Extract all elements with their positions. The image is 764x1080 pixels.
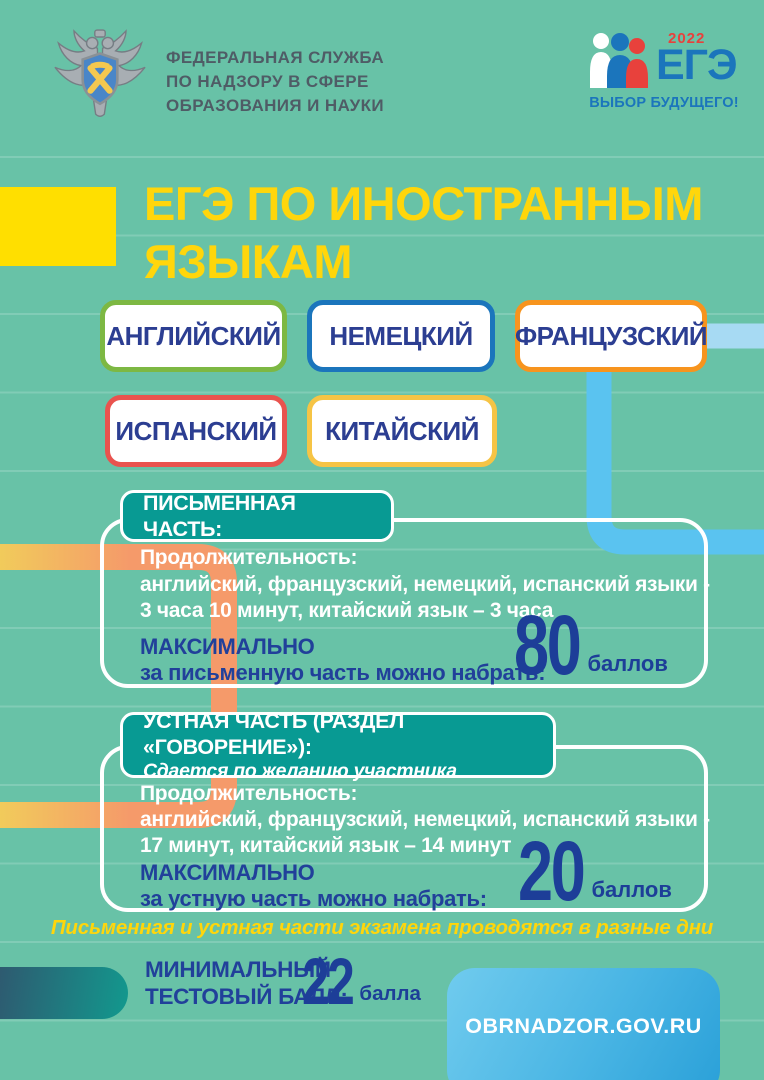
oral-max-score-unit: баллов: [591, 877, 672, 903]
min-score: 22 балла: [302, 944, 421, 1018]
obrnadzor-website-link[interactable]: OBRNADZOR.GOV.RU: [447, 968, 720, 1080]
oral-max-score: 20 баллов: [518, 824, 672, 918]
written-max-label-2: за письменную часть можно набрать:: [140, 660, 546, 685]
agency-line-1: ФЕДЕРАЛЬНАЯ СЛУЖБА: [166, 48, 385, 67]
blue-line: [586, 355, 764, 555]
ege-people-icon: [590, 33, 648, 88]
written-duration-line-2: 3 часа 10 минут, китайский язык – 3 часа: [140, 599, 554, 622]
ege-year: 2022: [668, 30, 706, 47]
written-part-panel: [100, 518, 708, 688]
written-duration-line-1: английский, французский, немецкий, испан…: [140, 573, 710, 596]
min-score-unit: балла: [359, 981, 421, 1005]
agency-line-2: ПО НАДЗОРУ В СФЕРЕ: [166, 72, 369, 92]
min-score-label-2: ТЕСТОВЫЙ БАЛЛ:: [145, 984, 348, 1009]
language-label: КИТАЙСКИЙ: [325, 415, 479, 446]
oral-part-note: Сдается по желанию участника: [143, 760, 457, 783]
obrnadzor-website-text: OBRNADZOR.GOV.RU: [465, 1014, 702, 1038]
language-label: ИСПАНСКИЙ: [115, 415, 277, 446]
page-title: ЕГЭ ПО ИНОСТРАННЫМ ЯЗЫКАМ: [144, 175, 703, 291]
min-score-value: 22: [302, 944, 355, 1018]
language-badge-chinese: КИТАЙСКИЙ: [307, 395, 497, 467]
written-part-badge: ПИСЬМЕННАЯ ЧАСТЬ:: [120, 490, 394, 542]
written-max-score: 80 баллов: [514, 598, 668, 692]
oral-max-label-1: МАКСИМАЛЬНО: [140, 860, 315, 885]
title-accent-block: [0, 187, 116, 266]
written-max-score-unit: баллов: [587, 651, 668, 677]
language-badge-german: НЕМЕЦКИЙ: [307, 300, 495, 372]
agency-line-3: ОБРАЗОВАНИЯ И НАУКИ: [166, 96, 384, 116]
written-part-title: ПИСЬМЕННАЯ ЧАСТЬ:: [143, 490, 296, 541]
language-label: ФРАНЦУЗСКИЙ: [514, 320, 708, 351]
language-badge-spanish: ИСПАНСКИЙ: [105, 395, 287, 467]
written-duration-label: Продолжительность:: [140, 546, 358, 569]
written-max-label-1: МАКСИМАЛЬНО: [140, 634, 315, 659]
footer-accent-pill: [0, 967, 128, 1019]
language-badge-english: АНГЛИЙСКИЙ: [100, 300, 287, 372]
language-label: АНГЛИЙСКИЙ: [106, 320, 281, 351]
language-label: НЕМЕЦКИЙ: [329, 320, 473, 351]
oral-duration-label: Продолжительность:: [140, 782, 358, 805]
ege-logo: 2022 ЕГЭ ВЫБОР БУДУЩЕГО!: [588, 30, 740, 111]
page-title-line-2: ЯЗЫКАМ: [144, 235, 353, 288]
language-badge-french: ФРАНЦУЗСКИЙ: [514, 300, 708, 372]
min-score-label: МИНИМАЛЬНЫЙ ТЕСТОВЫЙ БАЛЛ:: [145, 956, 348, 1010]
min-score-label-1: МИНИМАЛЬНЫЙ: [145, 957, 331, 982]
different-days-note: Письменная и устная части экзамена прово…: [50, 916, 714, 939]
page-title-line-1: ЕГЭ ПО ИНОСТРАННЫМ: [144, 177, 703, 230]
oral-max-label-2: за устную часть можно набрать:: [140, 886, 487, 911]
oral-duration-line-2: 17 минут, китайский язык – 14 минут: [140, 834, 512, 857]
written-max-score-value: 80: [514, 598, 582, 692]
agency-name: ФЕДЕРАЛЬНАЯ СЛУЖБА ПО НАДЗОРУ В СФЕРЕ ОБ…: [166, 46, 384, 118]
ege-slogan: ВЫБОР БУДУЩЕГО!: [589, 95, 739, 111]
oral-part-badge: УСТНАЯ ЧАСТЬ (РАЗДЕЛ «ГОВОРЕНИЕ»): Сдает…: [120, 709, 556, 782]
ege-title: ЕГЭ: [656, 41, 738, 89]
rosobrnadzor-emblem-icon: [54, 29, 146, 117]
oral-duration-line-1: английский, французский, немецкий, испан…: [140, 808, 710, 831]
oral-part-title: УСТНАЯ ЧАСТЬ (РАЗДЕЛ «ГОВОРЕНИЕ»):: [143, 708, 404, 759]
oral-max-score-value: 20: [518, 824, 586, 918]
